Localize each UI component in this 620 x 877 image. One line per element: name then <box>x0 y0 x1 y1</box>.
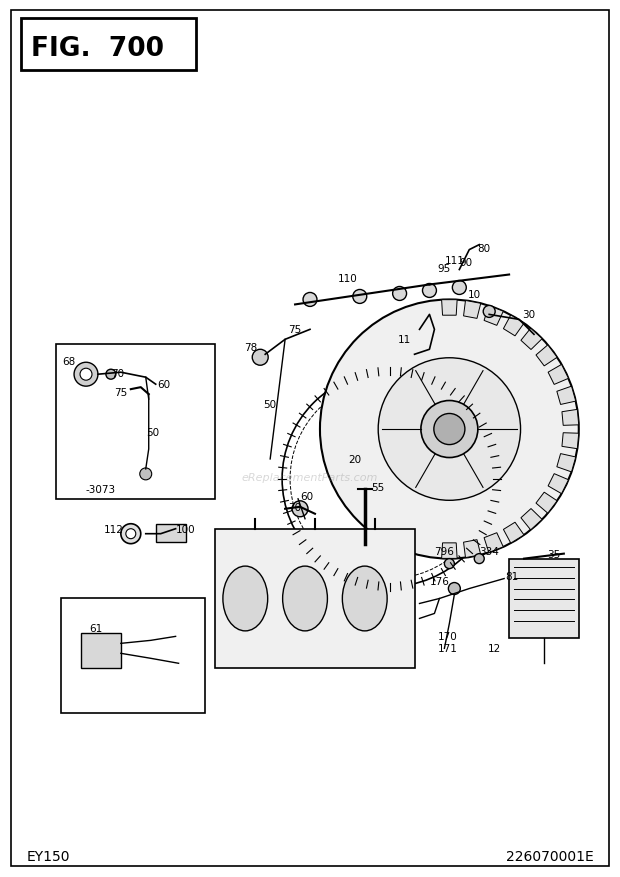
Text: 11: 11 <box>398 335 411 345</box>
Text: 61: 61 <box>89 624 102 634</box>
Ellipse shape <box>223 567 268 631</box>
Polygon shape <box>521 329 542 350</box>
Circle shape <box>353 290 367 304</box>
Polygon shape <box>441 543 457 559</box>
Text: 68: 68 <box>63 357 76 367</box>
Text: 81: 81 <box>505 571 519 581</box>
Circle shape <box>422 284 436 298</box>
Text: eReplacementParts.com: eReplacementParts.com <box>242 473 378 482</box>
Circle shape <box>453 282 466 296</box>
Circle shape <box>126 529 136 539</box>
Text: 12: 12 <box>487 644 501 653</box>
Text: 50: 50 <box>264 400 277 410</box>
Ellipse shape <box>283 567 327 631</box>
Text: 60: 60 <box>157 380 171 389</box>
Circle shape <box>106 370 116 380</box>
Text: 110: 110 <box>338 274 358 283</box>
Bar <box>156 524 185 542</box>
Circle shape <box>378 359 521 501</box>
Polygon shape <box>557 454 576 473</box>
Circle shape <box>392 287 407 301</box>
Ellipse shape <box>342 567 387 631</box>
Polygon shape <box>464 301 480 319</box>
Circle shape <box>483 306 495 318</box>
Text: 30: 30 <box>523 310 536 320</box>
Text: 20: 20 <box>348 454 361 465</box>
Bar <box>21 19 195 71</box>
Polygon shape <box>548 365 569 385</box>
Polygon shape <box>503 523 524 544</box>
Text: 70: 70 <box>288 503 301 512</box>
Polygon shape <box>536 346 557 367</box>
Text: 100: 100 <box>175 524 195 534</box>
Text: 90: 90 <box>460 257 473 267</box>
Polygon shape <box>484 306 503 326</box>
Text: 78: 78 <box>244 343 257 353</box>
Text: 10: 10 <box>467 290 481 300</box>
Polygon shape <box>464 540 480 558</box>
Circle shape <box>121 524 141 544</box>
Text: 80: 80 <box>477 243 491 253</box>
Polygon shape <box>562 433 578 449</box>
Bar <box>56 345 215 499</box>
Polygon shape <box>484 533 503 553</box>
Text: 111: 111 <box>445 255 464 265</box>
Text: EY150: EY150 <box>26 849 70 863</box>
Polygon shape <box>536 493 557 514</box>
Polygon shape <box>503 316 524 337</box>
Text: -3073: -3073 <box>86 484 116 495</box>
Polygon shape <box>441 300 457 316</box>
Circle shape <box>292 502 308 517</box>
Bar <box>509 559 579 638</box>
Text: 70: 70 <box>112 369 125 379</box>
Text: 171: 171 <box>438 644 458 653</box>
Polygon shape <box>548 474 569 494</box>
Text: 226070001E: 226070001E <box>506 849 594 863</box>
Circle shape <box>448 583 460 595</box>
Polygon shape <box>521 509 542 531</box>
Text: 55: 55 <box>371 482 384 492</box>
Bar <box>61 599 205 713</box>
Circle shape <box>320 300 579 559</box>
Circle shape <box>74 363 98 387</box>
Circle shape <box>140 468 152 481</box>
Circle shape <box>252 350 268 366</box>
Polygon shape <box>557 387 576 405</box>
Text: 60: 60 <box>301 491 314 502</box>
Text: 50: 50 <box>146 427 159 438</box>
Polygon shape <box>562 410 578 426</box>
Text: 176: 176 <box>430 576 450 586</box>
Text: 796: 796 <box>435 546 454 556</box>
Circle shape <box>474 554 484 564</box>
Text: 35: 35 <box>547 549 560 559</box>
Circle shape <box>445 559 454 569</box>
Bar <box>215 529 415 668</box>
Text: 75: 75 <box>114 388 128 397</box>
Circle shape <box>421 401 478 458</box>
Text: 334: 334 <box>479 546 499 556</box>
Text: 170: 170 <box>438 631 458 642</box>
Circle shape <box>80 369 92 381</box>
Text: FIG.  700: FIG. 700 <box>31 36 164 62</box>
Text: 112: 112 <box>104 524 124 534</box>
Text: 95: 95 <box>438 263 451 274</box>
Circle shape <box>434 414 465 445</box>
Bar <box>81 634 121 668</box>
Text: 75: 75 <box>288 325 302 335</box>
Circle shape <box>303 293 317 307</box>
